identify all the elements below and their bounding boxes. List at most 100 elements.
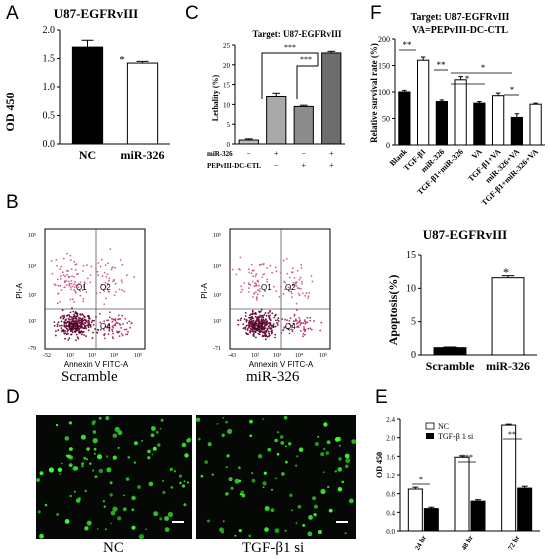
fluorescent-cell [225, 420, 229, 424]
panel-letter-f: F [370, 3, 382, 24]
flow-right-q3: Q3 [253, 322, 264, 331]
flow-event-dot [304, 320, 306, 323]
flow-right-xaxis: Annexin V FITC-A [249, 360, 314, 369]
flow-right-ytick-1: 10⁴ [213, 264, 221, 270]
panel-f-sig-1: ** [403, 40, 413, 50]
flow-event-dot [68, 315, 71, 318]
flow-right-xtick-2: 10³ [273, 353, 281, 359]
flow-event-dot [262, 263, 265, 266]
flow-event-dot [249, 323, 251, 326]
flow-event-dot [94, 328, 96, 330]
flow-event-dot [235, 273, 238, 276]
row2-mark: + [329, 161, 334, 170]
flow-event-dot [298, 320, 300, 323]
fluorescent-cell [302, 524, 306, 527]
x-tick-label: miR-326 [121, 148, 165, 162]
flow-event-dot [123, 328, 126, 331]
bar [238, 139, 259, 145]
flow-event-dot [298, 287, 301, 290]
flow-event-dot [82, 331, 85, 333]
fluorescent-cell [57, 467, 63, 472]
panel-c-row2-label: PEPvIII-DC-CTL [207, 162, 261, 170]
y-tick-label: 2.0 [386, 435, 395, 443]
legend-swatch-nc [425, 422, 435, 430]
flow-event-dot [249, 330, 251, 333]
flow-event-dot [63, 314, 65, 317]
flow-event-dot [304, 330, 306, 332]
flow-event-dot [274, 314, 276, 317]
flow-event-dot [288, 276, 291, 279]
flow-event-dot [250, 318, 253, 320]
flow-event-dot [253, 327, 255, 330]
flow-event-dot [262, 315, 264, 317]
panel-c-chart: Target: U87-EGFRvIII Lethality (%) 0 5 10 1… [207, 29, 345, 170]
flow-event-dot [268, 335, 270, 338]
panel-c-title: Target: U87-EGFRvIII [253, 29, 342, 39]
flow-event-dot [248, 287, 250, 289]
flow-event-dot [112, 337, 114, 340]
flow-event-dot [119, 259, 122, 261]
flow-event-dot [65, 284, 68, 286]
fluorescent-cell [112, 506, 118, 512]
flow-event-dot [73, 260, 76, 263]
flow-event-dot [66, 273, 68, 276]
flow-event-dot [297, 292, 300, 295]
flow-event-dot [95, 267, 97, 270]
fluorescent-cell [262, 481, 267, 486]
flow-event-dot [92, 324, 95, 326]
fluorescent-cell [285, 460, 288, 464]
flow-right-q4: Q4 [285, 322, 296, 331]
flow-event-dot [73, 283, 75, 286]
fluorescent-cell [225, 492, 229, 496]
flow-event-dot [99, 265, 102, 268]
flow-event-dot [71, 298, 74, 301]
fluorescent-cell [307, 531, 313, 537]
fluorescent-cell [84, 526, 89, 531]
flow-event-dot [87, 329, 90, 332]
flow-event-dot [268, 316, 271, 319]
flow-left-ytick-4: -79 [28, 346, 36, 352]
flow-event-dot [70, 316, 73, 319]
fluorescent-cell [86, 520, 92, 526]
flow-event-dot [103, 303, 106, 305]
flow-event-dot [112, 326, 115, 329]
panel-f-sig-3: * [481, 63, 486, 73]
flow-event-dot [257, 332, 260, 335]
fluorescent-cell [132, 496, 135, 499]
flow-event-dot [254, 320, 257, 323]
flow-event-dot [267, 325, 270, 328]
flow-event-dot [50, 260, 53, 262]
flow-event-dot [62, 330, 65, 333]
flow-event-dot [266, 323, 269, 326]
flow-event-dot [80, 320, 83, 323]
flow-left-q2: Q2 [100, 283, 111, 292]
fluorescent-cell [96, 528, 99, 530]
fluorescent-cell [147, 449, 151, 454]
row1-mark: + [329, 149, 334, 158]
flow-event-dot [78, 330, 80, 333]
flow-event-dot [65, 315, 68, 317]
flow-right-frame [229, 228, 331, 350]
bar [501, 424, 517, 532]
fluorescent-cell [178, 474, 183, 478]
fluorescent-cell [271, 488, 273, 491]
fluorescent-cell [148, 481, 154, 487]
flow-event-dot [296, 269, 299, 272]
fluorescent-cell [284, 529, 287, 532]
flow-event-dot [103, 320, 106, 323]
fluorescent-cell [276, 452, 280, 456]
bar [417, 59, 430, 146]
flow-event-dot [59, 301, 61, 303]
flow-event-dot [118, 335, 121, 337]
flow-event-dot [320, 321, 323, 324]
panel-a-chart: U87-EGFRvIII OD 450 0.0 0.5 1.0 1.5 2.0 NC miR… [3, 6, 170, 162]
bar [321, 52, 342, 145]
flow-right-yaxis: PI-A [200, 283, 209, 299]
flow-event-dot [63, 286, 66, 289]
flow-event-dot [70, 325, 73, 328]
fluorescent-cell [159, 517, 163, 521]
fluorescent-cell [297, 504, 302, 509]
fluorescent-cell [183, 503, 187, 507]
flow-event-dot [91, 319, 94, 322]
flow-event-dot [67, 339, 70, 341]
